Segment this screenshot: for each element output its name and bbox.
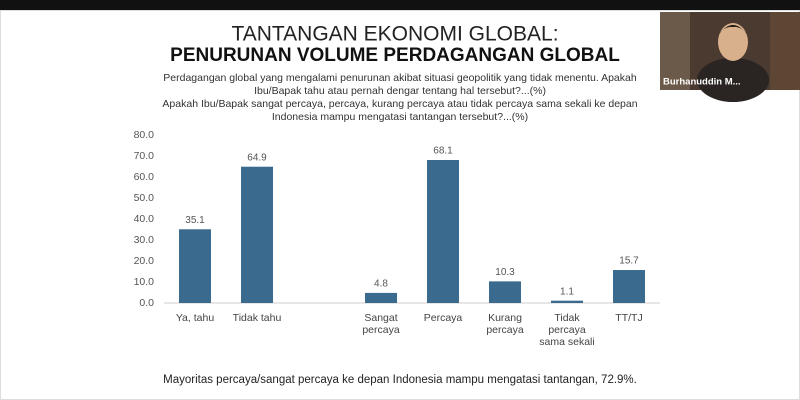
- participant-name: Burhanuddin M...: [663, 77, 741, 88]
- video-tile: Burhanuddin M...: [660, 12, 800, 102]
- x-tick-label: Sangat percaya: [362, 312, 400, 336]
- video-wall: [770, 12, 800, 90]
- y-tick-label: 60.0: [134, 171, 155, 183]
- value-label: 15.7: [619, 256, 639, 267]
- value-label: 64.9: [247, 152, 267, 163]
- bar: [613, 270, 645, 303]
- question-line: Apakah Ibu/Bapak sangat percaya, percaya…: [162, 98, 637, 110]
- question-line: Indonesia mampu mengatasi tantangan ters…: [272, 111, 528, 123]
- person-body: [697, 58, 769, 102]
- value-label: 1.1: [560, 286, 574, 297]
- question-line: Ibu/Bapak tahu atau pernah dengar tentan…: [254, 85, 546, 97]
- y-tick-label: 20.0: [134, 255, 155, 267]
- bar: [365, 292, 397, 303]
- bar: [179, 229, 211, 303]
- top-bar: [0, 0, 800, 10]
- person-face: [718, 23, 748, 61]
- slide-title: TANTANGAN EKONOMI GLOBAL:: [231, 23, 558, 46]
- y-tick-label: 30.0: [134, 234, 155, 246]
- value-label: 4.8: [374, 279, 388, 290]
- footer-note: Mayoritas percaya/sangat percaya ke depa…: [163, 374, 637, 386]
- person-hair: [718, 25, 748, 36]
- slide-heading: PENURUNAN VOLUME PERDAGANGAN GLOBAL: [170, 45, 620, 66]
- bar: [489, 281, 521, 303]
- bar: [241, 166, 273, 303]
- x-tick-label: Percaya: [423, 312, 463, 324]
- video-wall: [660, 12, 690, 90]
- x-tick-label: TT/TJ: [615, 312, 643, 324]
- question-line: Perdagangan global yang mengalami penuru…: [163, 72, 637, 84]
- y-tick-label: 10.0: [134, 276, 155, 288]
- y-tick-label: 80.0: [134, 129, 155, 141]
- value-label: 10.3: [495, 267, 515, 278]
- y-tick-label: 70.0: [134, 150, 155, 162]
- x-tick-label: Tidak percaya sama sekali: [539, 312, 595, 348]
- x-tick-label: Ya, tahu: [175, 312, 215, 324]
- value-label: 35.1: [185, 215, 205, 226]
- y-tick-label: 0.0: [139, 297, 154, 309]
- bar: [427, 159, 459, 303]
- y-tick-label: 50.0: [134, 192, 155, 204]
- value-label: 68.1: [433, 146, 453, 157]
- y-tick-label: 40.0: [134, 213, 155, 225]
- x-tick-label: Kurang percaya: [486, 312, 524, 336]
- bar: [551, 300, 583, 303]
- x-tick-label: Tidak tahu: [232, 312, 282, 324]
